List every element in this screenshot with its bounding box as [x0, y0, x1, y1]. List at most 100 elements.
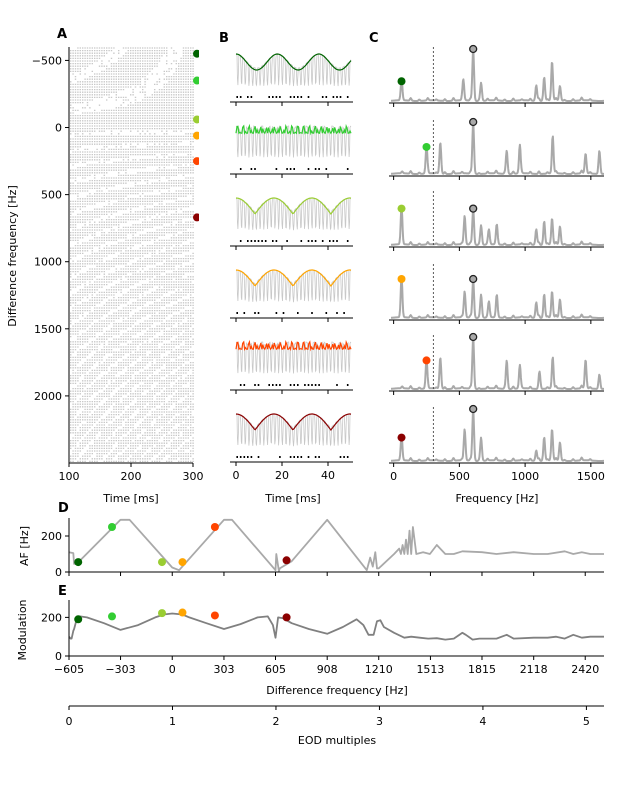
data-line	[68, 612, 604, 641]
spectrum-row	[389, 191, 605, 251]
x-tick-label: 908	[317, 663, 338, 676]
cell-marker	[108, 612, 117, 621]
x-tick-label-c: 500	[449, 470, 470, 483]
panel-label-c: C	[369, 31, 379, 46]
eod-multiples-axis: 0 1 2 3 4 5 EOD multiples	[66, 705, 604, 747]
x-tick-label: 605	[265, 663, 286, 676]
x-tick-label-eod: 2	[272, 715, 279, 728]
panel-b: B 0 20 40 Time [ms]	[219, 31, 353, 505]
spike-train	[239, 168, 349, 170]
eod-peak-marker	[469, 332, 478, 342]
x-tick-label-a: 100	[59, 470, 80, 483]
envelope-trace	[235, 339, 352, 352]
marker-mask	[199, 40, 207, 480]
x-tick-label-eod: 4	[479, 715, 486, 728]
trace-row	[230, 53, 353, 106]
y-tick-label: 200	[41, 530, 62, 543]
spike-raster	[70, 47, 194, 463]
panel-c: C 0 500 1000 1500 Frequency [Hz]	[369, 31, 605, 505]
af-peak-marker	[397, 77, 406, 86]
data-line	[68, 518, 604, 572]
panel-label-b: B	[219, 31, 229, 46]
panel-d: D 0 200 AF [Hz]	[18, 501, 604, 579]
x-tick-label-eod: 1	[169, 715, 176, 728]
trace-row	[230, 123, 353, 178]
cell-marker	[178, 558, 187, 567]
y-tick-label-a: −500	[32, 54, 62, 67]
af-peak-marker	[397, 275, 406, 283]
cell-marker	[282, 613, 291, 622]
y-tick-label: 0	[55, 650, 62, 663]
x-tick-label-c: 0	[390, 470, 397, 483]
cell-marker	[108, 523, 117, 531]
envelope-trace	[235, 413, 352, 432]
cell-marker	[158, 558, 167, 567]
trace-row: 0 20 40	[230, 413, 353, 482]
trace-row	[230, 339, 353, 394]
eod-peak-marker	[469, 204, 478, 213]
power-spectrum	[390, 408, 605, 462]
spike-train	[236, 96, 349, 98]
panel-label-e: E	[58, 584, 67, 599]
panel-label-a: A	[57, 27, 67, 42]
power-spectrum	[390, 48, 605, 102]
cell-marker	[178, 608, 187, 617]
axes-a: 100 200 300 −500 0 500 1000 1500 2000	[32, 47, 204, 483]
panel-label-d: D	[58, 501, 69, 516]
cell-marker	[210, 611, 219, 620]
eod-peak-marker	[469, 117, 478, 127]
time-traces: 0 20 40	[230, 53, 353, 482]
x-tick-label-c: 1500	[577, 470, 605, 483]
spectrum-row: 0 500 1000 1500	[389, 404, 605, 483]
envelope-trace	[235, 269, 352, 288]
carrier-trace	[236, 413, 352, 447]
af-peak-marker	[422, 142, 431, 151]
spike-dots	[70, 47, 194, 463]
eod-peak-marker	[469, 404, 478, 414]
x-tick-label-b: 0	[233, 469, 240, 482]
eod-peak-marker	[469, 274, 478, 284]
y-tick-label-a: 500	[41, 189, 62, 202]
af-peak-marker	[422, 356, 431, 365]
spike-train	[239, 384, 349, 386]
trace-row	[230, 269, 353, 322]
cell-marker	[158, 609, 167, 618]
spectrum-row	[389, 44, 605, 107]
panel-e: E 0 200 −605 −303 0 303 605 908 1210 1513 1815 2118…	[16, 584, 604, 697]
spike-train	[236, 456, 349, 458]
x-tick-label: 0	[169, 663, 176, 676]
x-tick-label: 2118	[520, 663, 548, 676]
x-tick-label: 303	[213, 663, 234, 676]
x-tick-label: 2420	[571, 663, 599, 676]
spectrum-row	[389, 264, 605, 324]
y-axis-label-d: AF [Hz]	[18, 526, 31, 566]
x-axis-label-a: Time [ms]	[102, 492, 158, 505]
x-axis-label-b: Time [ms]	[264, 492, 320, 505]
af-plot: 0 200	[41, 518, 604, 579]
cell-marker	[74, 558, 83, 567]
cell-markers-a	[193, 40, 207, 480]
x-tick-label-eod: 0	[66, 715, 73, 728]
x-axis-label-eod: EOD multiples	[298, 734, 376, 747]
x-tick-label: −303	[105, 663, 135, 676]
carrier-trace	[236, 53, 352, 87]
y-tick-label-a: 1500	[34, 323, 62, 336]
y-axis-label-a: Difference frequency [Hz]	[6, 185, 19, 327]
carrier-trace	[236, 269, 352, 303]
x-tick-label: 1513	[416, 663, 444, 676]
x-tick-label: −605	[54, 663, 84, 676]
af-peak-marker	[397, 204, 406, 213]
x-axis-label-e: Difference frequency [Hz]	[266, 684, 408, 697]
envelope-trace	[235, 53, 352, 71]
y-tick-label-a: 0	[55, 122, 62, 135]
y-tick-label: 200	[41, 611, 62, 624]
cell-marker	[74, 615, 83, 624]
af-peak-marker	[397, 433, 406, 442]
panel-a: A 100 200 300 −500 0 500 1000 1500 2000 Time [ms…	[6, 27, 207, 505]
x-tick-label: 1210	[365, 663, 393, 676]
x-tick-label: 1815	[468, 663, 496, 676]
cell-marker	[282, 556, 291, 565]
spike-train	[236, 312, 345, 314]
carrier-trace	[236, 197, 352, 231]
